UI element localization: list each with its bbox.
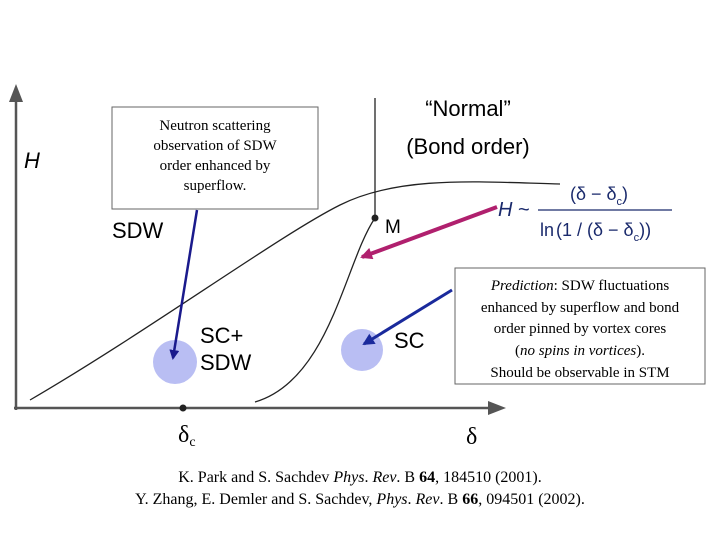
note-line: order enhanced by: [160, 158, 271, 174]
note-line: Should be observable in STM: [490, 365, 669, 381]
region-label: SC+: [200, 323, 243, 348]
point-m: [371, 214, 379, 222]
note-line: Prediction: SDW fluctuations: [490, 278, 669, 294]
formula-denominator: ln (1 / (δ − δc)): [540, 220, 651, 244]
x-point-label: δc: [178, 422, 196, 450]
formula-numerator: (δ − δc): [570, 184, 628, 208]
formula-lhs: H ~: [498, 199, 530, 221]
point-dc: [179, 404, 187, 412]
note-box: [111, 106, 319, 210]
point-label: M: [385, 217, 401, 238]
x-label: δ: [466, 424, 477, 450]
phase-boundary: [29, 181, 561, 401]
x-arrow: [488, 401, 506, 415]
vortex: [153, 340, 197, 384]
region-label: (Bond order): [406, 134, 530, 159]
note-line: (no spins in vortices).: [515, 343, 645, 359]
reference: Y. Zhang, E. Demler and S. Sachdev, Phys…: [135, 491, 585, 508]
note-line: enhanced by superflow and bond: [481, 300, 680, 316]
region-label: SDW: [200, 350, 252, 375]
note-box: [454, 267, 706, 385]
arrow: [169, 209, 199, 360]
arrow: [362, 288, 453, 346]
region-label: SC: [394, 328, 425, 353]
y-arrow: [9, 84, 23, 102]
arrow: [360, 205, 498, 260]
note-line: Neutron scattering: [159, 118, 271, 134]
note-line: superflow.: [184, 178, 247, 194]
sc-boundary: [254, 217, 376, 403]
y-label: H: [24, 148, 40, 173]
region-label: SDW: [112, 218, 164, 243]
note-line: observation of SDW: [153, 138, 277, 154]
note-line: order pinned by vortex cores: [494, 321, 667, 337]
region-label: “Normal”: [425, 96, 511, 121]
reference: K. Park and S. Sachdev Phys. Rev. B 64, …: [178, 469, 542, 486]
